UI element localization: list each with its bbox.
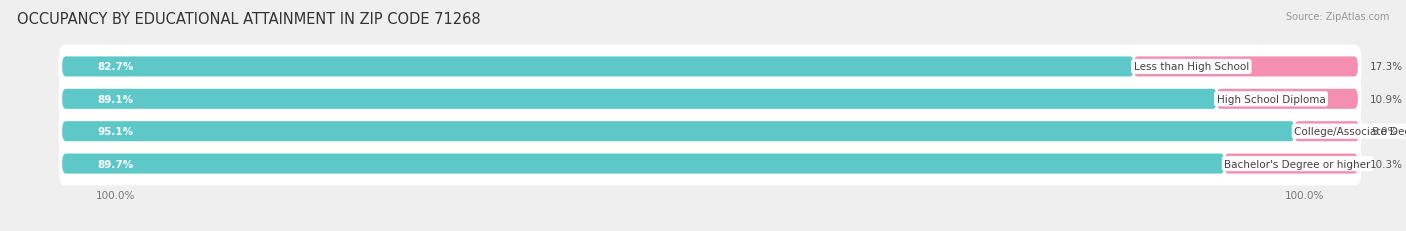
Text: Less than High School: Less than High School [1133,62,1249,72]
FancyBboxPatch shape [62,154,1225,174]
Text: 95.1%: 95.1% [98,127,134,137]
Text: OCCUPANCY BY EDUCATIONAL ATTAINMENT IN ZIP CODE 71268: OCCUPANCY BY EDUCATIONAL ATTAINMENT IN Z… [17,12,481,27]
FancyBboxPatch shape [62,57,1133,77]
FancyBboxPatch shape [1133,57,1358,77]
Text: 89.7%: 89.7% [98,159,134,169]
FancyBboxPatch shape [1225,154,1358,174]
FancyBboxPatch shape [59,110,1361,153]
Text: 89.1%: 89.1% [98,94,134,104]
Text: 10.9%: 10.9% [1369,94,1403,104]
FancyBboxPatch shape [59,46,1361,89]
Text: 10.3%: 10.3% [1369,159,1403,169]
FancyBboxPatch shape [59,142,1361,185]
FancyBboxPatch shape [62,122,1295,142]
Text: High School Diploma: High School Diploma [1216,94,1326,104]
FancyBboxPatch shape [1295,122,1360,142]
FancyBboxPatch shape [62,89,1216,109]
Text: College/Associate Degree: College/Associate Degree [1295,127,1406,137]
FancyBboxPatch shape [59,78,1361,121]
Text: 17.3%: 17.3% [1369,62,1403,72]
Text: Bachelor's Degree or higher: Bachelor's Degree or higher [1225,159,1371,169]
Text: Source: ZipAtlas.com: Source: ZipAtlas.com [1285,12,1389,21]
Text: 5.0%: 5.0% [1371,127,1398,137]
FancyBboxPatch shape [1216,89,1358,109]
Text: 82.7%: 82.7% [98,62,134,72]
